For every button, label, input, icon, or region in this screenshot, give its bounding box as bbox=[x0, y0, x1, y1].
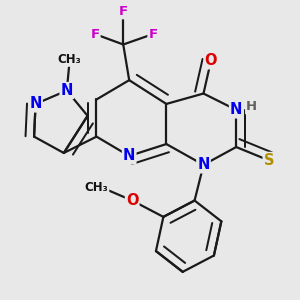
Text: F: F bbox=[91, 28, 100, 40]
Text: CH₃: CH₃ bbox=[85, 181, 108, 194]
Text: N: N bbox=[197, 158, 210, 172]
Text: F: F bbox=[148, 28, 158, 40]
Text: F: F bbox=[119, 5, 128, 18]
Text: N: N bbox=[61, 83, 73, 98]
Text: S: S bbox=[264, 153, 274, 168]
Text: N: N bbox=[230, 102, 242, 117]
Text: O: O bbox=[126, 193, 138, 208]
Text: H: H bbox=[246, 100, 257, 113]
Text: N: N bbox=[29, 96, 42, 111]
Text: O: O bbox=[205, 53, 217, 68]
Text: CH₃: CH₃ bbox=[58, 53, 82, 66]
Text: N: N bbox=[123, 148, 135, 164]
